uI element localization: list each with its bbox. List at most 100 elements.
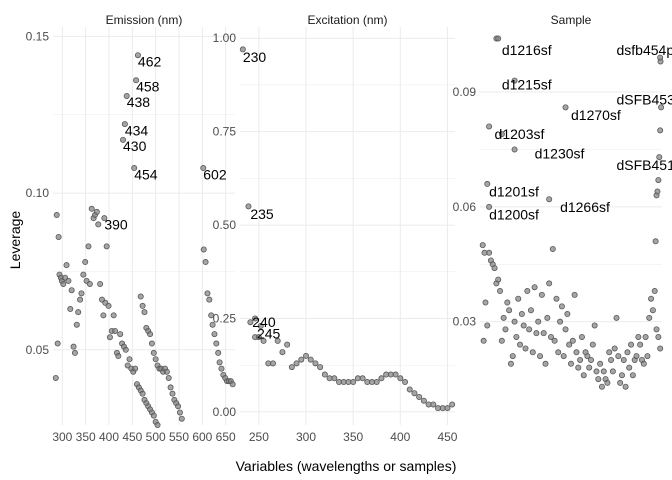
point-annotation-label: dsfb454pwd1t <box>617 42 672 58</box>
data-point <box>549 245 556 252</box>
data-point <box>148 340 155 347</box>
data-point <box>216 359 223 366</box>
data-point <box>542 360 549 367</box>
data-point <box>252 315 259 322</box>
data-point <box>176 409 183 416</box>
data-point <box>577 356 584 363</box>
data-point <box>562 326 569 333</box>
data-point <box>511 318 518 325</box>
data-point <box>411 390 418 397</box>
x-tick-label: 650 <box>216 430 236 444</box>
data-point <box>526 326 533 333</box>
data-point <box>206 296 213 303</box>
data-point <box>200 246 207 253</box>
x-tick-label: 450 <box>437 430 457 444</box>
y-tick-label: 0.00 <box>213 405 237 419</box>
x-tick-label: 600 <box>192 430 212 444</box>
data-point <box>215 349 222 356</box>
data-point <box>535 318 542 325</box>
data-point <box>633 353 640 360</box>
data-point <box>646 314 653 321</box>
data-point <box>498 337 505 344</box>
data-point <box>544 314 551 321</box>
data-point <box>163 368 170 375</box>
data-point <box>568 360 575 367</box>
data-point <box>504 299 511 306</box>
x-tick-label: 300 <box>296 430 316 444</box>
panel-1: Emission (nm) 0.05 0.10 0.15 300 350 400 450 500… <box>26 13 236 444</box>
y-axis-title: Leverage <box>7 211 23 270</box>
y-tick-label: 0.03 <box>453 315 477 329</box>
data-point <box>274 337 281 344</box>
data-point <box>655 333 662 340</box>
point-annotation-label: d1201sf <box>489 184 539 200</box>
data-point <box>122 346 129 353</box>
data-point <box>557 318 564 325</box>
data-point <box>67 306 74 313</box>
data-point <box>378 375 385 382</box>
point-annotation-label: 240 <box>252 314 276 330</box>
data-point <box>255 334 262 341</box>
x-axis-title: Variables (wavelengths or samples) <box>236 458 457 474</box>
data-point <box>397 375 404 382</box>
data-point <box>652 238 659 245</box>
point-annotation-label: d1203sf <box>495 126 545 142</box>
data-point <box>209 321 216 328</box>
data-point <box>154 421 161 428</box>
data-point <box>101 215 108 222</box>
data-point <box>560 353 567 360</box>
data-point <box>229 381 236 388</box>
data-point <box>553 295 560 302</box>
data-point <box>430 401 437 408</box>
data-point <box>167 384 174 391</box>
data-point <box>63 262 70 269</box>
data-point <box>115 353 122 360</box>
y-tick-label: 1.00 <box>213 31 237 45</box>
point-annotation-label: 458 <box>136 79 160 95</box>
data-point <box>608 356 615 363</box>
data-point <box>518 311 525 318</box>
facet-strip-label: Excitation (nm) <box>307 13 387 27</box>
data-point <box>350 379 357 386</box>
data-point <box>546 196 553 203</box>
data-point <box>121 121 128 128</box>
data-point <box>649 307 656 314</box>
data-point <box>70 343 77 350</box>
point-annotation-label: d1216sf <box>502 42 552 58</box>
point-annotation-label: 245 <box>257 325 281 341</box>
data-point <box>312 360 319 367</box>
x-tick-label: 400 <box>99 430 119 444</box>
data-point <box>60 280 67 287</box>
data-point <box>584 353 591 360</box>
data-point <box>611 345 618 352</box>
data-point <box>624 349 631 356</box>
data-point <box>298 356 305 363</box>
data-point <box>53 212 60 219</box>
data-point <box>497 288 504 295</box>
data-point <box>105 302 112 309</box>
data-point <box>78 290 85 297</box>
data-point <box>449 401 456 408</box>
point-annotation-label: 430 <box>123 138 147 154</box>
y-tick-label: 0.09 <box>453 85 477 99</box>
data-point <box>517 341 524 348</box>
y-tick-label: 0.50 <box>213 218 237 232</box>
data-point <box>95 221 102 228</box>
data-point <box>97 280 104 287</box>
data-point <box>484 322 491 329</box>
data-point <box>531 284 538 291</box>
data-point <box>589 341 596 348</box>
x-tick-label: 350 <box>76 430 96 444</box>
data-point <box>482 299 489 306</box>
data-point <box>260 337 267 344</box>
data-point <box>147 331 154 338</box>
data-point <box>124 362 131 369</box>
point-annotation-label: d1230sf <box>535 145 585 161</box>
data-point <box>598 383 605 390</box>
data-point <box>566 341 573 348</box>
point-annotation-label: 390 <box>104 216 128 232</box>
data-point <box>657 345 664 352</box>
data-point <box>137 293 144 300</box>
panel-3: Sample 0.03 0.06 0.09 d1216sf dsfb454pwd1t d12… <box>453 13 672 390</box>
data-point <box>522 345 529 352</box>
